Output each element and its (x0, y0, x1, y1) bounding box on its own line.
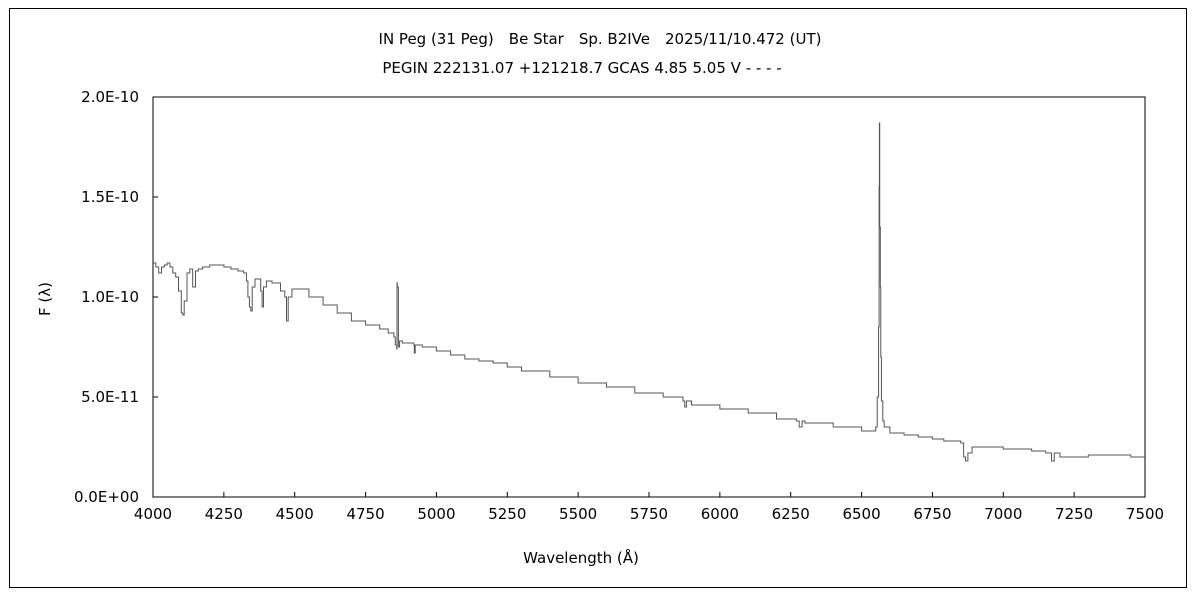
y-tick-label: 1.0E-10 (81, 288, 139, 306)
x-tick-label: 7500 (1126, 505, 1164, 523)
x-tick-label: 7000 (984, 505, 1022, 523)
x-tick-label: 7250 (1055, 505, 1093, 523)
y-tick-label: 5.0E-11 (81, 388, 139, 406)
x-tick-label: 5000 (417, 505, 455, 523)
y-axis-label: F (λ) (36, 282, 54, 316)
spectrum-line (153, 122, 1145, 462)
x-tick-label: 6750 (913, 505, 951, 523)
x-tick-label: 6250 (772, 505, 810, 523)
y-tick-label: 2.0E-10 (81, 88, 139, 106)
plot-area (152, 96, 1146, 498)
x-tick-label: 5500 (559, 505, 597, 523)
x-axis: 4000 4250 4500 4750 5000 5250 5500 5750 6000 6250… (134, 492, 1164, 523)
chart-frame: IN Peg (31 Peg) Be Star Sp. B2IVe 2025/1… (9, 8, 1187, 588)
x-tick-label: 4750 (346, 505, 384, 523)
x-tick-label: 6000 (701, 505, 739, 523)
x-tick-label: 4250 (205, 505, 243, 523)
spectrum-chart: IN Peg (31 Peg) Be Star Sp. B2IVe 2025/1… (36, 30, 1164, 567)
y-tick-label: 0.0E+00 (74, 488, 139, 506)
x-tick-label: 5750 (630, 505, 668, 523)
chart-subtitle: PEGIN 222131.07 +121218.7 GCAS 4.85 5.05… (382, 59, 781, 77)
y-axis: 0.0E+00 5.0E-11 1.0E-10 1.5E-10 2.0E-10 (74, 88, 158, 506)
x-tick-label: 6500 (842, 505, 880, 523)
x-axis-label: Wavelength (Å) (523, 548, 639, 567)
x-tick-label: 4000 (134, 505, 172, 523)
chart-title: IN Peg (31 Peg) Be Star Sp. B2IVe 2025/1… (379, 30, 822, 48)
x-tick-label: 4500 (276, 505, 314, 523)
x-tick-label: 5250 (488, 505, 526, 523)
y-tick-label: 1.5E-10 (81, 188, 139, 206)
